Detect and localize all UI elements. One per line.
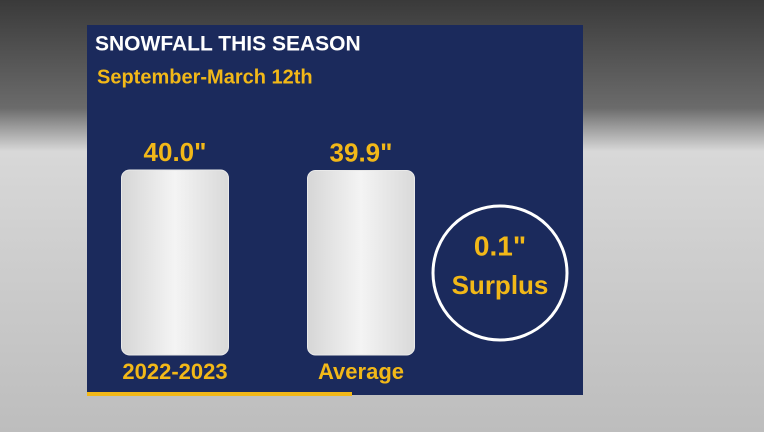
chart-title: SNOWFALL THIS SEASON (95, 33, 361, 56)
annotation: 0.1" (474, 230, 526, 261)
value-label: 39.9" (330, 137, 393, 167)
surplus-circle (431, 204, 569, 342)
annotation: Surplus (452, 270, 549, 300)
bar (121, 169, 229, 356)
category-label: Average (318, 359, 404, 384)
value-label: 40.0" (144, 137, 207, 167)
category-label: 2022-2023 (122, 359, 227, 384)
bar (307, 169, 415, 356)
chart-subtitle: September-March 12th (97, 66, 313, 88)
